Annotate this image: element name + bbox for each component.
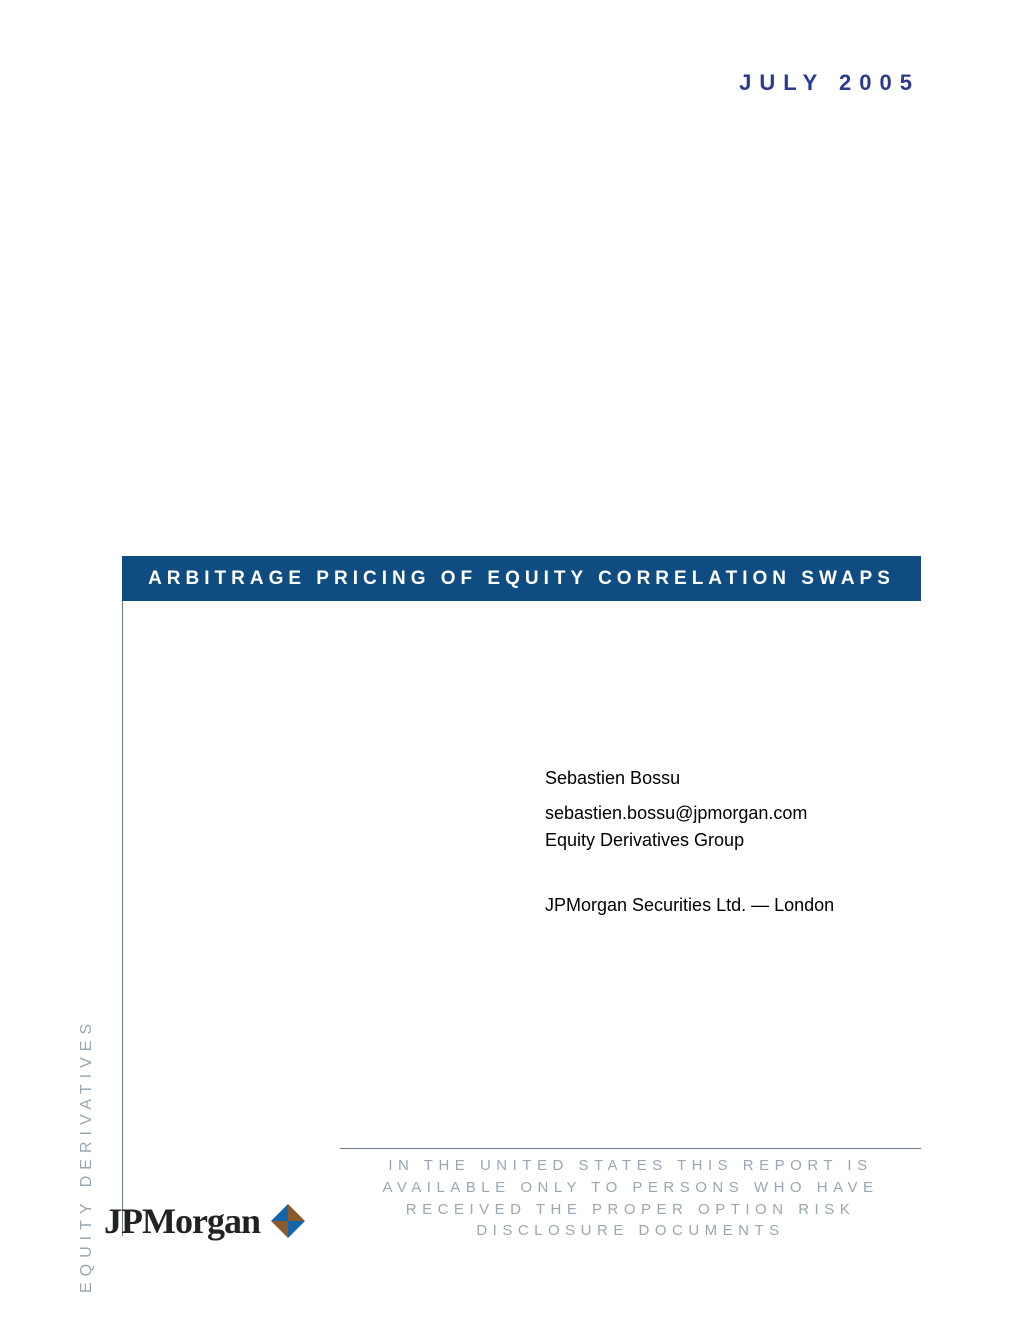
logo-icon: [268, 1201, 308, 1241]
logo-text: JPMorgan: [104, 1200, 260, 1242]
disclosure-line: AVAILABLE ONLY TO PERSONS WHO HAVE: [340, 1177, 921, 1199]
author-email: sebastien.bossu@jpmorgan.com: [545, 800, 834, 827]
disclosure-line: DISCLOSURE DOCUMENTS: [340, 1220, 921, 1242]
author-group: Equity Derivatives Group: [545, 827, 834, 854]
title-bar: ARBITRAGE PRICING OF EQUITY CORRELATION …: [122, 556, 921, 601]
author-org: JPMorgan Securities Ltd. — London: [545, 892, 834, 919]
sidebar-label: EQUITY DERIVATIVES: [78, 1015, 102, 1295]
disclosure-block: IN THE UNITED STATES THIS REPORT IS AVAI…: [340, 1148, 921, 1242]
author-block: Sebastien Bossu sebastien.bossu@jpmorgan…: [545, 765, 834, 919]
vertical-rule: [122, 601, 123, 1236]
title-text: ARBITRAGE PRICING OF EQUITY CORRELATION …: [148, 568, 895, 590]
author-name: Sebastien Bossu: [545, 765, 834, 792]
date-label: JULY 2005: [739, 70, 920, 96]
disclosure-line: RECEIVED THE PROPER OPTION RISK: [340, 1199, 921, 1221]
disclosure-line: IN THE UNITED STATES THIS REPORT IS: [340, 1155, 921, 1177]
company-logo: JPMorgan: [104, 1200, 308, 1242]
